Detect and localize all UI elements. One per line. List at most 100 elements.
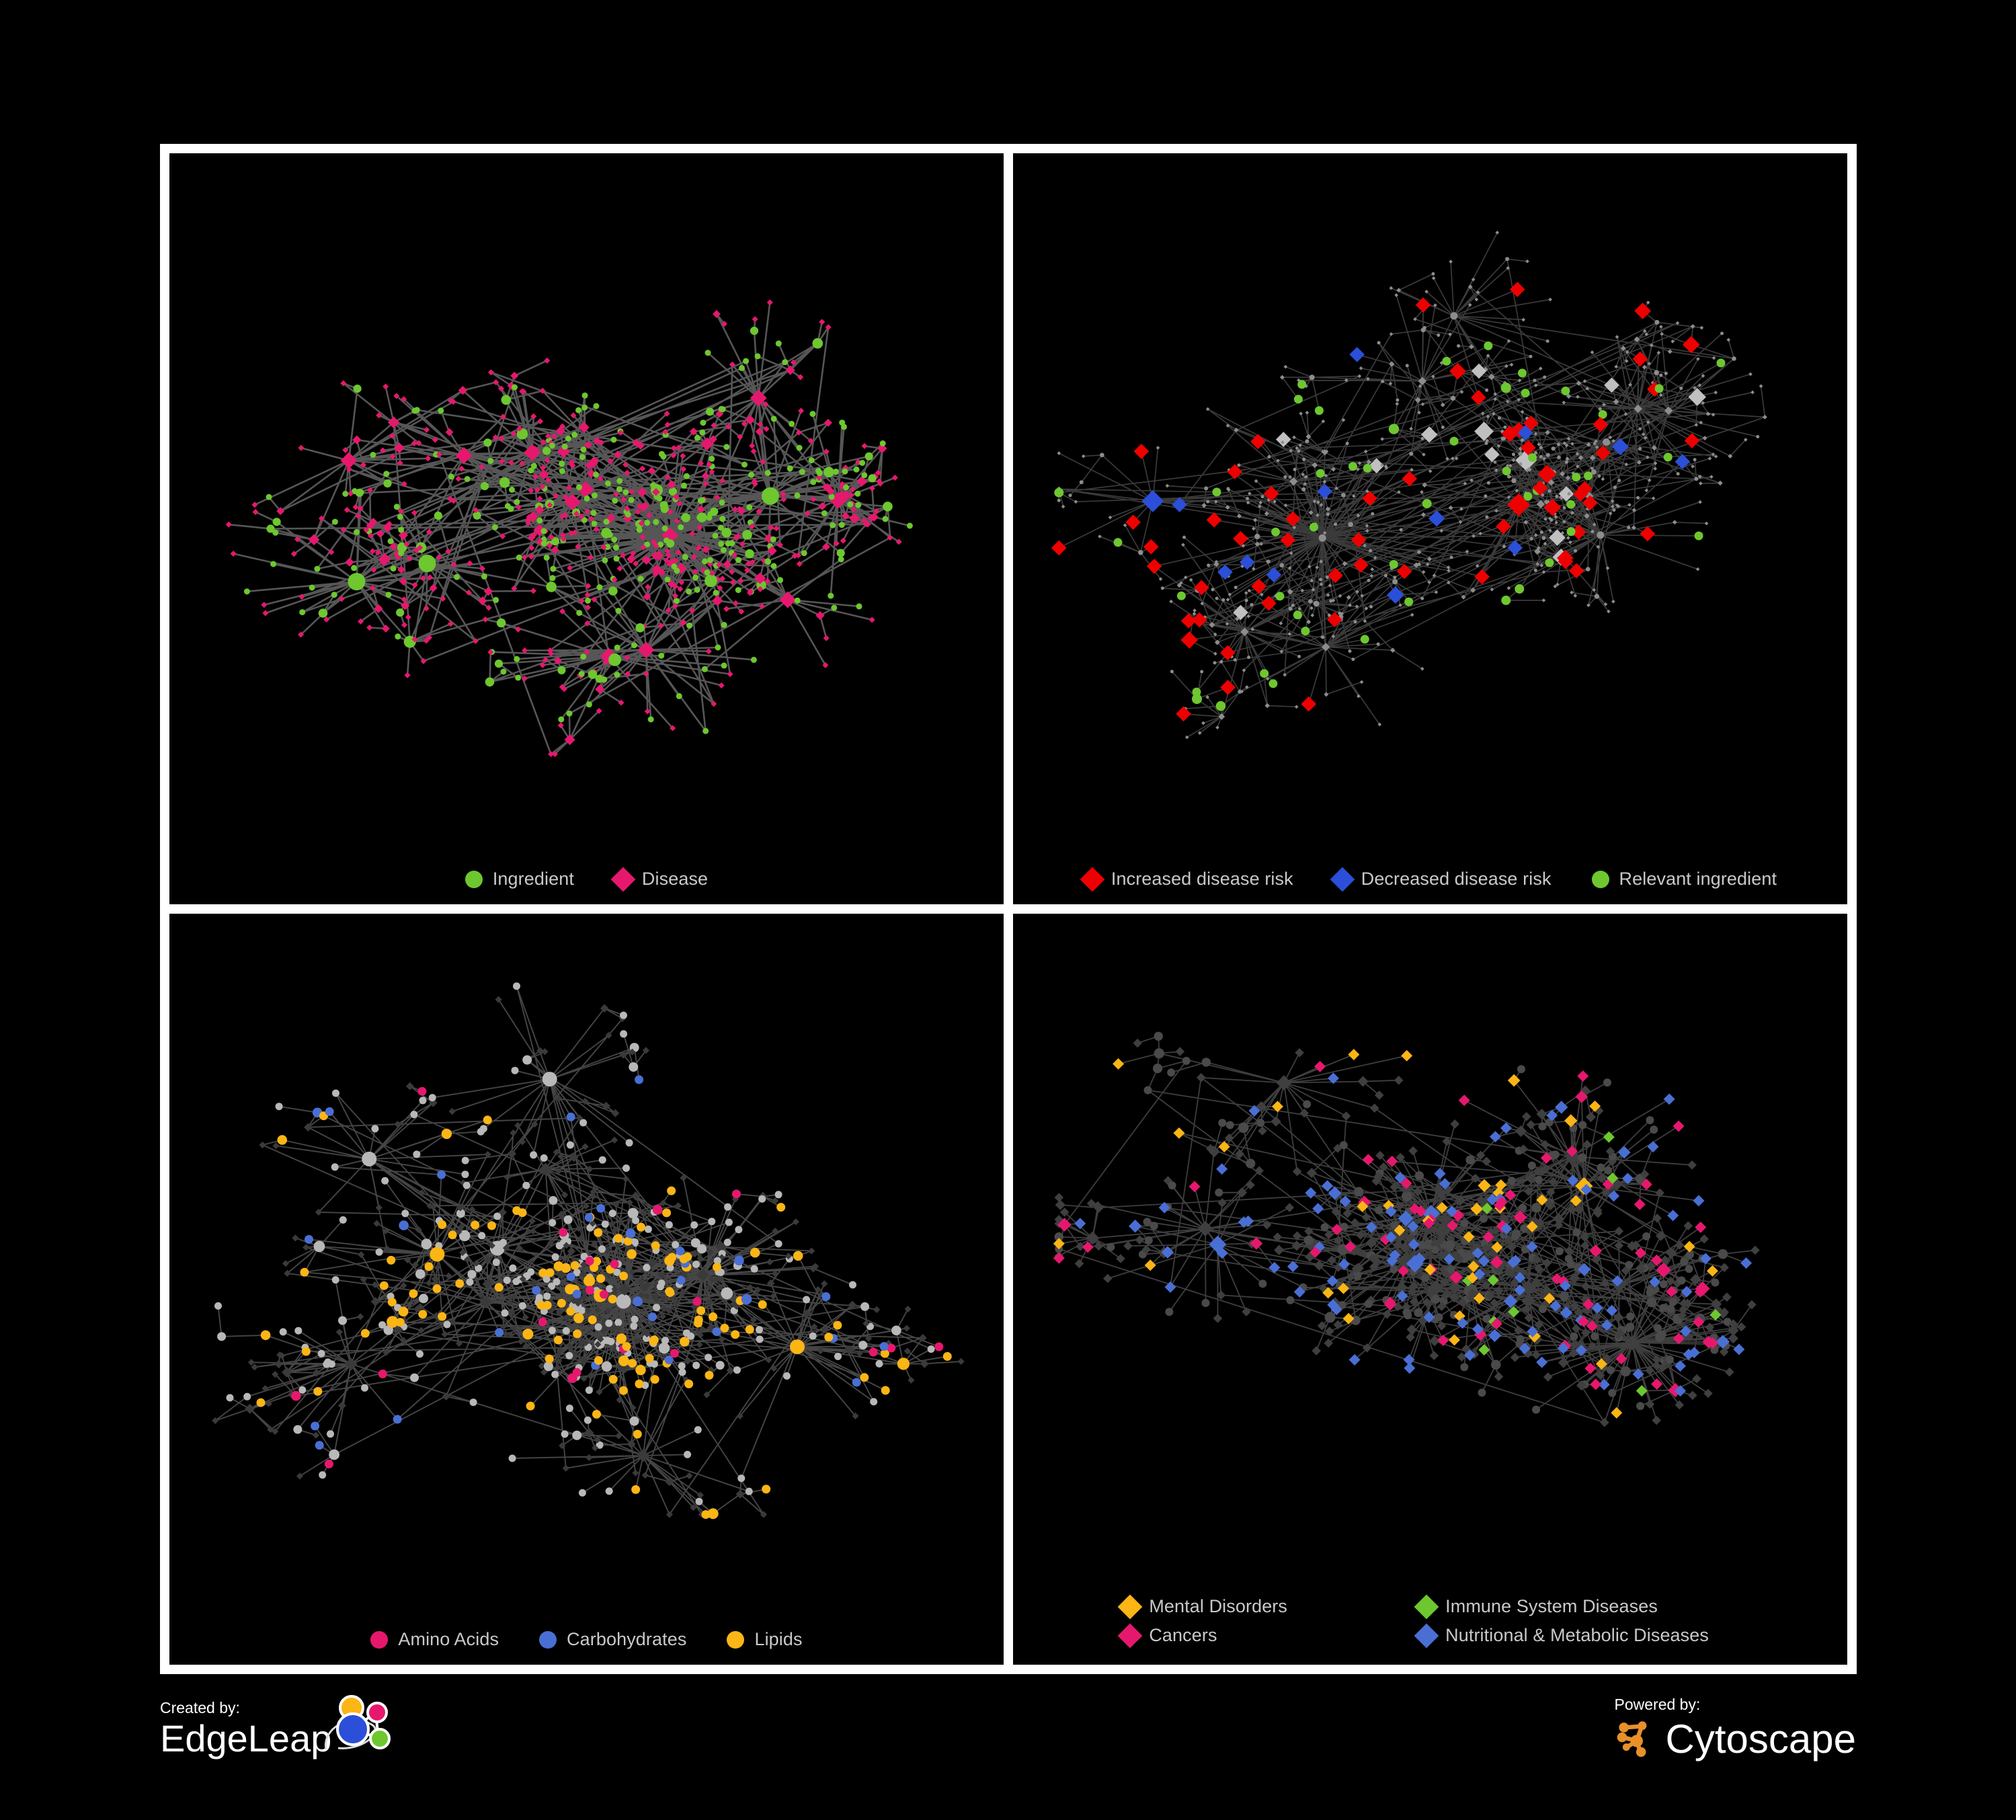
- network-node[interactable]: [499, 458, 506, 465]
- network-node[interactable]: [616, 486, 622, 493]
- network-node[interactable]: [1613, 1312, 1624, 1322]
- network-node[interactable]: [627, 554, 636, 564]
- network-node[interactable]: [745, 549, 754, 559]
- network-node[interactable]: [619, 1271, 629, 1281]
- network-node[interactable]: [261, 1385, 269, 1392]
- network-node[interactable]: [1541, 493, 1545, 498]
- network-node[interactable]: [1404, 597, 1414, 606]
- network-node[interactable]: [787, 594, 793, 600]
- network-node[interactable]: [528, 1218, 536, 1225]
- network-node[interactable]: [628, 1359, 637, 1368]
- network-node[interactable]: [1216, 1163, 1228, 1175]
- network-node[interactable]: [704, 1353, 713, 1361]
- network-node[interactable]: [774, 1240, 782, 1248]
- network-node[interactable]: [670, 725, 676, 731]
- network-node[interactable]: [279, 1328, 287, 1336]
- network-node[interactable]: [252, 508, 259, 516]
- network-node[interactable]: [1133, 1038, 1142, 1048]
- network-node[interactable]: [759, 603, 766, 610]
- network-node[interactable]: [707, 511, 714, 518]
- network-node[interactable]: [500, 668, 507, 675]
- network-node[interactable]: [1188, 1181, 1201, 1193]
- network-node[interactable]: [842, 468, 848, 475]
- network-node[interactable]: [481, 573, 487, 580]
- network-node[interactable]: [721, 662, 727, 669]
- network-node[interactable]: [1614, 364, 1619, 369]
- network-node[interactable]: [1608, 1190, 1620, 1202]
- network-node[interactable]: [530, 463, 537, 469]
- network-node[interactable]: [522, 1329, 534, 1340]
- network-node[interactable]: [754, 353, 761, 360]
- network-node[interactable]: [1054, 1193, 1064, 1202]
- network-node[interactable]: [865, 1335, 873, 1342]
- network-node[interactable]: [437, 1170, 446, 1179]
- network-node[interactable]: [1283, 364, 1288, 369]
- network-node[interactable]: [1322, 1180, 1334, 1192]
- network-node[interactable]: [559, 608, 566, 615]
- network-node[interactable]: [1365, 1221, 1377, 1233]
- network-node[interactable]: [714, 494, 721, 501]
- network-node[interactable]: [417, 1086, 427, 1096]
- network-node[interactable]: [1308, 599, 1313, 604]
- network-node[interactable]: [808, 457, 815, 464]
- network-node[interactable]: [433, 451, 440, 458]
- network-node[interactable]: [1326, 512, 1330, 516]
- network-node[interactable]: [1212, 487, 1221, 497]
- network-node[interactable]: [1503, 425, 1507, 429]
- network-node[interactable]: [495, 1328, 504, 1337]
- network-node[interactable]: [544, 357, 551, 364]
- network-node[interactable]: [1549, 481, 1554, 485]
- network-node[interactable]: [324, 1358, 332, 1366]
- network-node[interactable]: [1238, 1216, 1250, 1228]
- network-node[interactable]: [791, 553, 798, 559]
- network-node[interactable]: [1390, 647, 1396, 653]
- network-node[interactable]: [1750, 1245, 1760, 1255]
- network-node[interactable]: [1605, 1146, 1615, 1156]
- network-node[interactable]: [1536, 1356, 1548, 1368]
- network-node[interactable]: [1481, 1202, 1493, 1214]
- network-node[interactable]: [354, 528, 360, 535]
- network-node[interactable]: [565, 435, 571, 442]
- network-node[interactable]: [294, 1327, 303, 1335]
- network-node[interactable]: [1549, 518, 1554, 522]
- network-node[interactable]: [382, 383, 389, 390]
- network-node[interactable]: [1698, 475, 1702, 479]
- network-node[interactable]: [1469, 344, 1474, 350]
- network-node[interactable]: [1526, 1240, 1538, 1253]
- network-node[interactable]: [765, 559, 772, 565]
- network-node[interactable]: [1247, 656, 1251, 660]
- network-canvas-2[interactable]: [169, 914, 1004, 1665]
- network-node[interactable]: [1521, 1295, 1533, 1308]
- network-node[interactable]: [1659, 1304, 1668, 1312]
- network-node[interactable]: [536, 1301, 546, 1310]
- network-node[interactable]: [709, 469, 715, 475]
- network-node[interactable]: [1313, 600, 1320, 607]
- network-node[interactable]: [719, 516, 726, 522]
- network-node[interactable]: [720, 1323, 729, 1333]
- network-node[interactable]: [604, 480, 611, 487]
- network-node[interactable]: [887, 1343, 896, 1353]
- network-node[interactable]: [1217, 564, 1233, 580]
- network-node[interactable]: [1293, 610, 1302, 620]
- network-node[interactable]: [854, 490, 861, 497]
- network-node[interactable]: [596, 1274, 606, 1283]
- network-node[interactable]: [1659, 373, 1663, 377]
- network-node[interactable]: [1279, 621, 1283, 625]
- legend-item-increased-disease-risk[interactable]: Increased disease risk: [1080, 867, 1293, 892]
- network-node[interactable]: [1512, 452, 1515, 457]
- network-node[interactable]: [530, 588, 536, 594]
- network-node[interactable]: [731, 552, 737, 559]
- network-node[interactable]: [1268, 679, 1278, 688]
- network-node[interactable]: [1493, 397, 1498, 401]
- network-node[interactable]: [1158, 1201, 1170, 1214]
- network-node[interactable]: [1543, 1372, 1553, 1382]
- network-node[interactable]: [1496, 444, 1501, 448]
- network-node[interactable]: [1518, 368, 1527, 378]
- network-node[interactable]: [1684, 433, 1700, 448]
- network-node[interactable]: [833, 469, 839, 475]
- network-node[interactable]: [1494, 1372, 1504, 1382]
- network-node[interactable]: [584, 592, 591, 598]
- network-node[interactable]: [1541, 598, 1546, 602]
- network-node[interactable]: [1324, 1338, 1333, 1348]
- network-node[interactable]: [821, 510, 828, 516]
